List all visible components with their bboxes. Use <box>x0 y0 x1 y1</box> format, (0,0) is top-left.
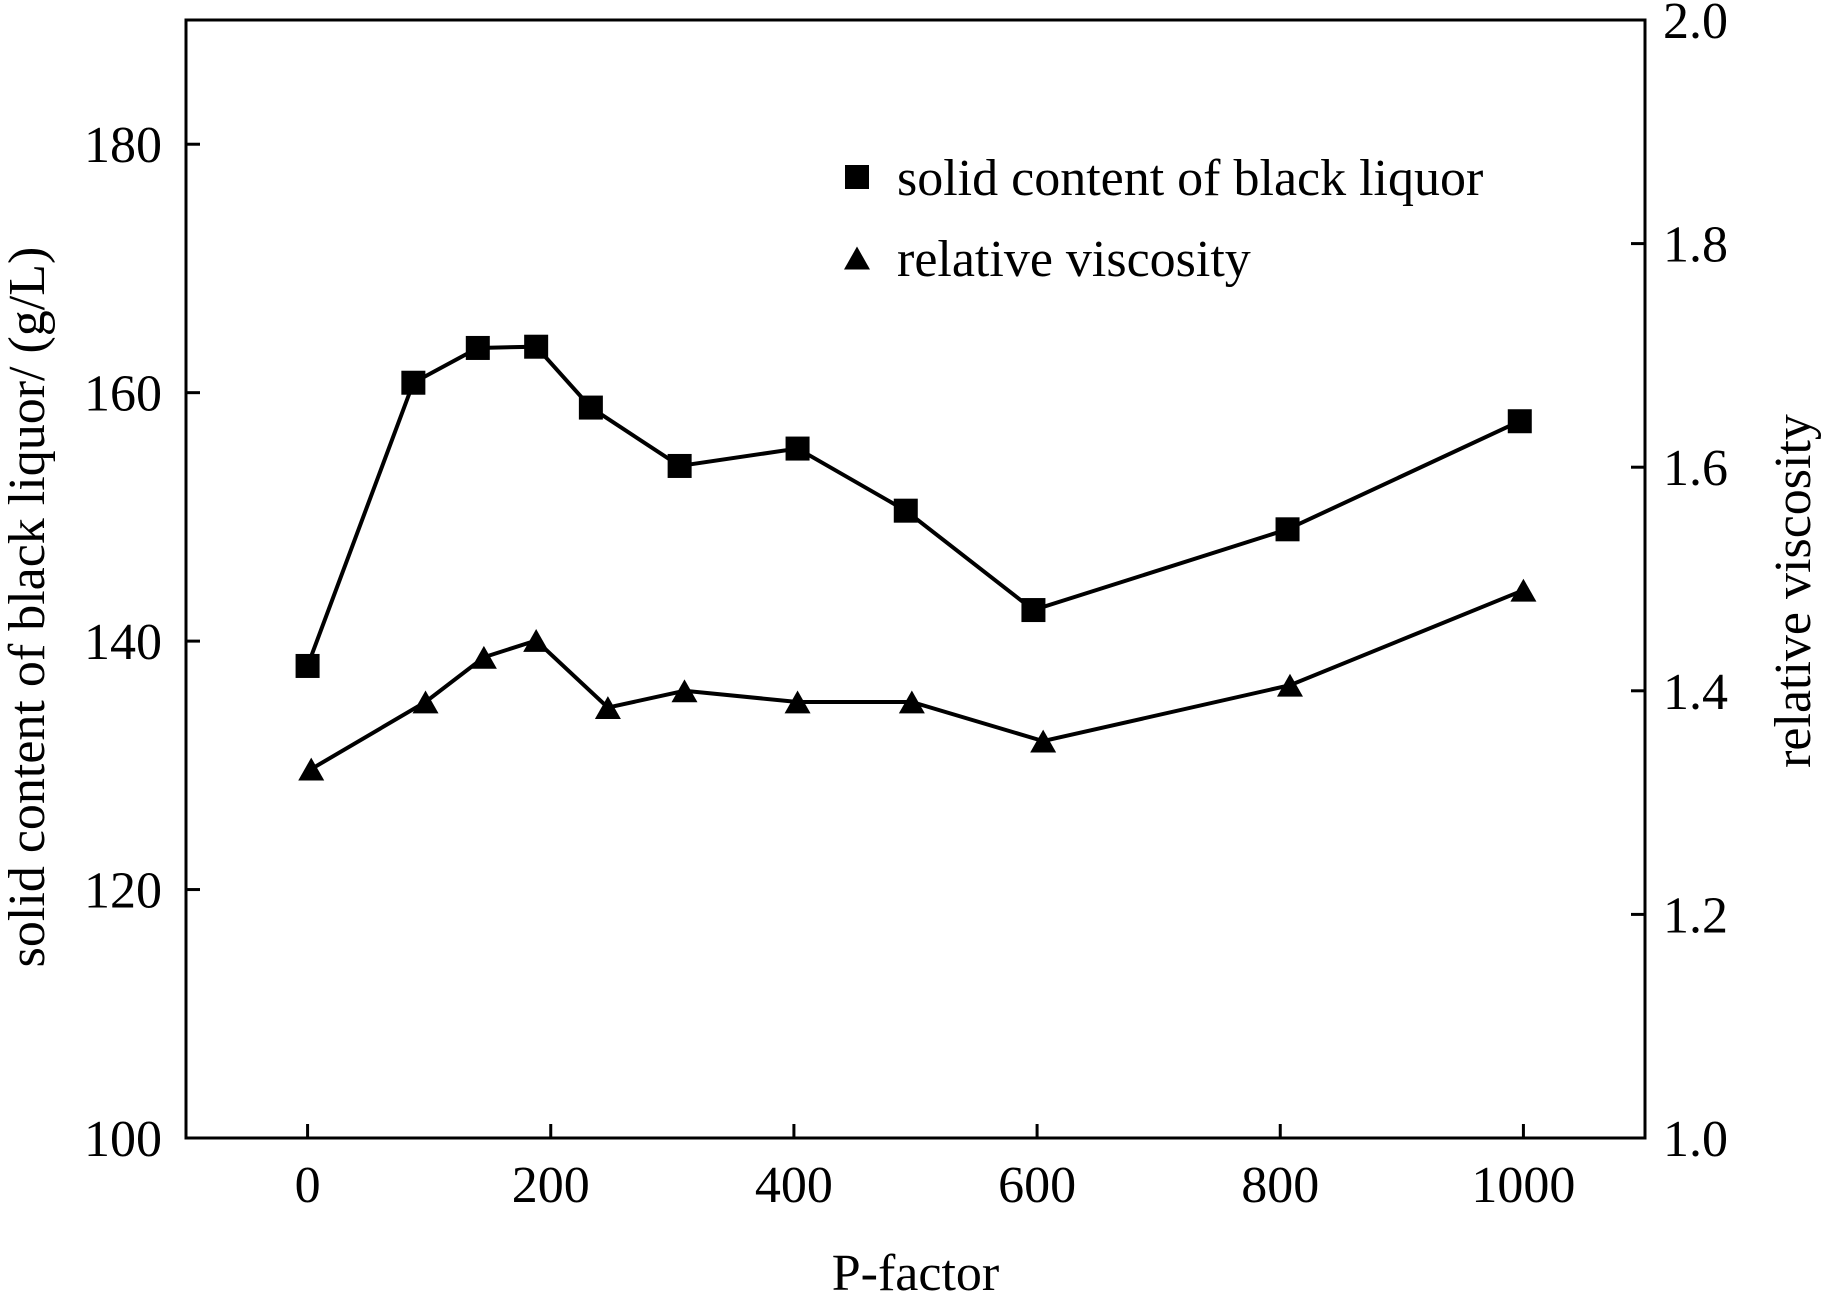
data-point-square <box>785 436 810 461</box>
data-point-triangle <box>1510 578 1537 602</box>
data-point-square <box>667 453 692 478</box>
data-point-square <box>524 334 549 359</box>
y-right-tick-label: 1.4 <box>1663 664 1728 721</box>
x-tick-label: 200 <box>512 1157 590 1214</box>
plot-frame <box>184 18 1647 1140</box>
legend-label: solid content of black liquor <box>897 150 1483 207</box>
data-point-square <box>578 395 603 420</box>
data-point-square <box>1507 409 1532 434</box>
series-triangle <box>298 578 1537 781</box>
legend-marker-triangle <box>844 246 870 270</box>
y-axis-left-title: solid content of black liquor/ (g/L) <box>0 247 56 968</box>
y-right-tick-label: 1.8 <box>1663 217 1728 274</box>
data-point-triangle <box>898 690 925 714</box>
y-right-tick-label: 1.2 <box>1663 887 1728 944</box>
y-left-tick-label: 140 <box>84 614 162 671</box>
x-tick-label: 600 <box>998 1157 1076 1214</box>
y-right-tick-label: 1.0 <box>1663 1111 1728 1168</box>
data-point-triangle <box>1276 673 1303 697</box>
data-point-square <box>401 370 426 395</box>
y-left-tick-label: 100 <box>84 1111 162 1168</box>
y-axis-right: 1.0 1.2 1.4 1.6 1.8 2.0 <box>1631 0 1728 1168</box>
y-left-tick-label: 160 <box>84 366 162 423</box>
data-point-square <box>1275 517 1300 542</box>
series-line <box>310 588 1525 771</box>
data-point-triangle <box>523 629 550 652</box>
data-point-square <box>465 335 490 360</box>
series-square <box>295 334 1532 678</box>
data-point-triangle <box>671 679 698 703</box>
x-axis-title: P-factor <box>832 1245 999 1297</box>
x-axis: 0 200 400 600 800 1000 <box>295 1124 1575 1214</box>
y-axis-left: 100 120 140 160 180 <box>84 117 200 1168</box>
data-point-triangle <box>298 757 325 781</box>
y-axis-right-title: relative viscosity <box>1765 414 1822 768</box>
legend-marker-square <box>845 165 869 189</box>
x-tick-label: 1000 <box>1471 1157 1575 1214</box>
data-point-triangle <box>594 696 621 720</box>
y-left-tick-label: 180 <box>84 117 162 174</box>
legend: solid content of black liquor relative vi… <box>844 150 1483 288</box>
x-tick-label: 0 <box>295 1157 321 1214</box>
data-point-square <box>1021 598 1046 623</box>
data-point-triangle <box>1030 729 1057 753</box>
x-tick-label: 800 <box>1241 1157 1319 1214</box>
data-point-triangle <box>412 690 439 714</box>
series-layer <box>295 334 1537 781</box>
data-point-square <box>295 653 320 678</box>
data-point-triangle <box>470 645 497 669</box>
legend-label: relative viscosity <box>897 231 1251 288</box>
data-point-triangle <box>784 690 811 714</box>
data-point-square <box>893 498 918 523</box>
y-right-tick-label: 2.0 <box>1663 0 1728 50</box>
x-tick-label: 400 <box>755 1157 833 1214</box>
plot-border <box>184 18 1647 1140</box>
y-left-tick-label: 120 <box>84 863 162 920</box>
y-right-tick-label: 1.6 <box>1663 440 1728 497</box>
